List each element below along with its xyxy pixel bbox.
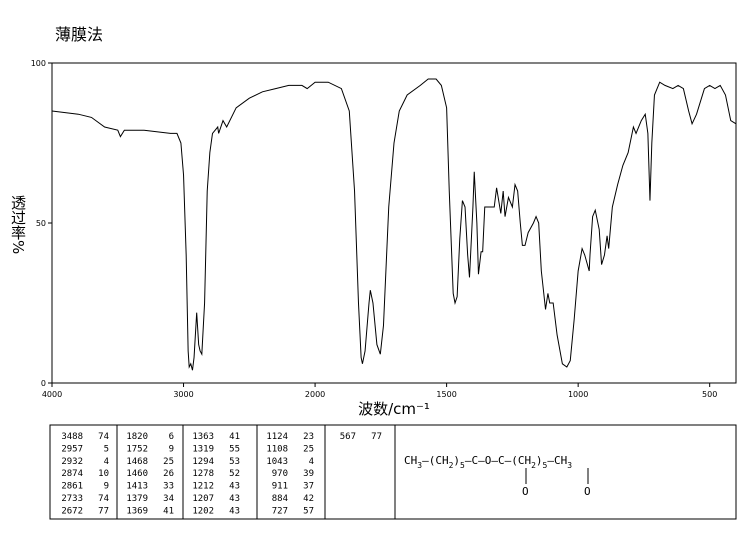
- peak-transmittance: 77: [371, 432, 382, 442]
- peak-transmittance: 42: [303, 494, 314, 504]
- peak-transmittance: 74: [98, 494, 109, 504]
- peak-wavenumber: 2932: [61, 457, 83, 467]
- peak-wavenumber: 2861: [61, 482, 83, 492]
- formula-part: —C—O—C—(CH: [465, 454, 531, 467]
- peak-wavenumber: 1278: [192, 469, 214, 479]
- peak-wavenumber: 727: [272, 506, 288, 516]
- peak-wavenumber: 1413: [126, 482, 148, 492]
- peak-wavenumber: 1124: [266, 432, 288, 442]
- peak-transmittance: 5: [104, 444, 109, 454]
- peak-wavenumber: 1043: [266, 457, 288, 467]
- peak-transmittance: 6: [169, 432, 174, 442]
- formula-part: —CH: [547, 454, 567, 467]
- formula-part: —(CH: [422, 454, 449, 467]
- y-tick-label: 50: [36, 219, 46, 228]
- formula-part: 3: [417, 461, 422, 470]
- peak-transmittance: 43: [229, 494, 240, 504]
- peak-wavenumber: 1202: [192, 506, 214, 516]
- peak-wavenumber: 1294: [192, 457, 214, 467]
- peak-transmittance: 53: [229, 457, 240, 467]
- peak-transmittance: 55: [229, 444, 240, 454]
- peak-transmittance: 39: [303, 469, 314, 479]
- x-tick-label: 1000: [568, 390, 588, 399]
- peak-transmittance: 57: [303, 506, 314, 516]
- x-axis-label: 波数/cm⁻¹: [358, 400, 430, 418]
- peak-transmittance: 23: [303, 432, 314, 442]
- peak-transmittance: 25: [303, 444, 314, 454]
- peak-wavenumber: 1468: [126, 457, 148, 467]
- peak-wavenumber: 3488: [61, 432, 83, 442]
- peak-wavenumber: 2672: [61, 506, 83, 516]
- peak-transmittance: 41: [229, 432, 240, 442]
- peak-transmittance: 41: [163, 506, 174, 516]
- carbonyl-oxygen: O: [584, 485, 591, 498]
- chart-title: 薄膜法: [55, 25, 103, 44]
- peak-transmittance: 74: [98, 432, 109, 442]
- y-tick-label: 0: [41, 379, 46, 388]
- peak-wavenumber: 1108: [266, 444, 288, 454]
- peak-transmittance: 77: [98, 506, 109, 516]
- x-tick-label: 500: [702, 390, 717, 399]
- x-tick-label: 3000: [173, 390, 193, 399]
- x-tick-label: 2000: [305, 390, 325, 399]
- peak-transmittance: 9: [169, 444, 174, 454]
- formula-part: 2: [449, 461, 454, 470]
- peak-wavenumber: 970: [272, 469, 288, 479]
- peak-wavenumber: 1460: [126, 469, 148, 479]
- spectrum-line: [51, 78, 737, 371]
- structure-formula: CH3—(CH2)5—C—O—C—(CH2)5—CH3: [404, 454, 572, 470]
- peak-transmittance: 52: [229, 469, 240, 479]
- peak-wavenumber: 911: [272, 482, 288, 492]
- formula-part: 5: [543, 461, 548, 470]
- peak-wavenumber: 1820: [126, 432, 148, 442]
- formula-part: 2: [531, 461, 536, 470]
- peak-wavenumber: 1369: [126, 506, 148, 516]
- x-tick-label: 4000: [42, 390, 62, 399]
- peak-wavenumber: 2874: [61, 469, 83, 479]
- peak-wavenumber: 2733: [61, 494, 83, 504]
- plot-frame: [51, 62, 737, 384]
- formula-part: CH: [404, 454, 417, 467]
- formula-part: 3: [567, 461, 572, 470]
- peak-transmittance: 26: [163, 469, 174, 479]
- y-axis-label: 透过率%: [9, 195, 27, 254]
- peak-wavenumber: 1379: [126, 494, 148, 504]
- peak-transmittance: 33: [163, 482, 174, 492]
- peak-wavenumber: 884: [272, 494, 288, 504]
- peak-wavenumber: 1319: [192, 444, 214, 454]
- peak-transmittance: 4: [104, 457, 109, 467]
- peak-wavenumber: 1212: [192, 482, 214, 492]
- peak-transmittance: 10: [98, 469, 109, 479]
- peak-transmittance: 4: [309, 457, 314, 467]
- peak-wavenumber: 567: [340, 432, 356, 442]
- peak-wavenumber: 1363: [192, 432, 214, 442]
- peak-transmittance: 34: [163, 494, 174, 504]
- peak-transmittance: 25: [163, 457, 174, 467]
- formula-part: 5: [460, 461, 465, 470]
- formula-part: ): [536, 454, 543, 467]
- formula-part: ): [453, 454, 460, 467]
- peak-transmittance: 37: [303, 482, 314, 492]
- peak-transmittance: 43: [229, 506, 240, 516]
- y-tick-label: 100: [31, 59, 46, 68]
- peak-wavenumber: 1752: [126, 444, 148, 454]
- peak-wavenumber: 1207: [192, 494, 214, 504]
- table-frame: [49, 424, 737, 520]
- carbonyl-oxygen: O: [522, 485, 529, 498]
- peak-wavenumber: 2957: [61, 444, 83, 454]
- peak-transmittance: 43: [229, 482, 240, 492]
- x-tick-label: 1500: [436, 390, 456, 399]
- peak-transmittance: 9: [104, 482, 109, 492]
